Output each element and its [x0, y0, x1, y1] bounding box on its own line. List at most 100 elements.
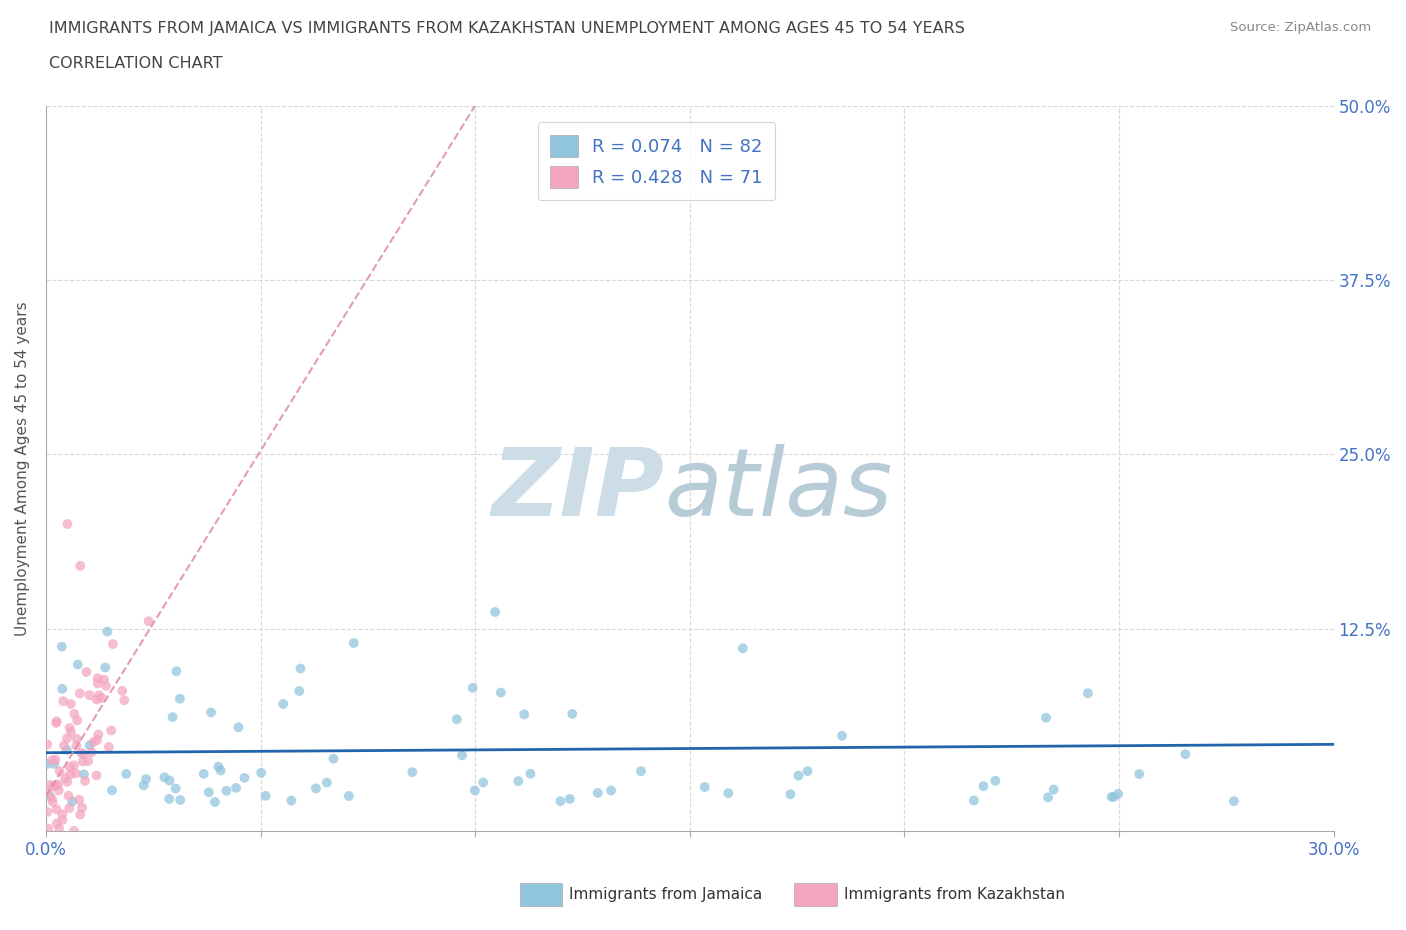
- Point: [86, 671, 108, 685]
- Point: [37, 737, 59, 752]
- Point: [157, 791, 180, 806]
- Point: [1042, 782, 1064, 797]
- Point: [207, 760, 229, 775]
- Text: Immigrants from Kazakhstan: Immigrants from Kazakhstan: [844, 887, 1064, 902]
- Point: [53, 738, 76, 753]
- Point: [65, 766, 87, 781]
- Point: [1223, 793, 1246, 808]
- Point: [58, 789, 80, 804]
- Point: [86, 768, 108, 783]
- Text: Immigrants from Jamaica: Immigrants from Jamaica: [569, 887, 762, 902]
- Point: [96, 624, 118, 639]
- Point: [73, 767, 96, 782]
- Point: [45, 778, 67, 793]
- Point: [46, 777, 69, 792]
- Point: [132, 777, 155, 792]
- Point: [87, 688, 110, 703]
- Point: [1102, 790, 1125, 804]
- Point: [1035, 711, 1057, 725]
- Point: [56, 731, 79, 746]
- Point: [37, 785, 59, 800]
- Point: [100, 724, 122, 738]
- Point: [796, 764, 818, 778]
- Point: [508, 774, 530, 789]
- Point: [94, 679, 117, 694]
- Point: [63, 823, 86, 838]
- Point: [513, 707, 536, 722]
- Point: [831, 728, 853, 743]
- Point: [169, 691, 191, 706]
- Text: ZIP: ZIP: [491, 444, 664, 536]
- Point: [215, 783, 238, 798]
- Y-axis label: Unemployment Among Ages 45 to 54 years: Unemployment Among Ages 45 to 54 years: [15, 301, 30, 635]
- Point: [52, 694, 75, 709]
- Point: [630, 764, 652, 778]
- Point: [200, 705, 222, 720]
- Point: [112, 693, 135, 708]
- Point: [59, 767, 82, 782]
- Point: [48, 764, 70, 778]
- Point: [519, 766, 541, 781]
- Point: [972, 778, 994, 793]
- Point: [87, 676, 110, 691]
- Point: [472, 775, 495, 790]
- Point: [38, 788, 60, 803]
- Point: [55, 742, 77, 757]
- Point: [72, 754, 94, 769]
- Point: [337, 789, 360, 804]
- Point: [69, 558, 91, 573]
- Point: [87, 727, 110, 742]
- Point: [86, 733, 108, 748]
- Point: [69, 807, 91, 822]
- Point: [484, 604, 506, 619]
- Point: [446, 711, 468, 726]
- Point: [51, 806, 73, 821]
- Point: [39, 777, 62, 792]
- Point: [169, 792, 191, 807]
- Point: [464, 783, 486, 798]
- Point: [600, 783, 623, 798]
- Point: [59, 760, 82, 775]
- Point: [787, 768, 810, 783]
- Point: [44, 756, 66, 771]
- Point: [101, 637, 124, 652]
- Point: [51, 639, 73, 654]
- Point: [69, 686, 91, 701]
- Point: [1101, 790, 1123, 804]
- Point: [80, 745, 103, 760]
- Point: [63, 758, 86, 773]
- Point: [731, 641, 754, 656]
- Point: [693, 779, 716, 794]
- Point: [204, 794, 226, 809]
- Point: [193, 766, 215, 781]
- Point: [315, 776, 337, 790]
- Point: [558, 791, 581, 806]
- Point: [305, 781, 328, 796]
- Text: CORRELATION CHART: CORRELATION CHART: [49, 56, 222, 71]
- Point: [153, 770, 176, 785]
- Point: [288, 684, 311, 698]
- Point: [280, 793, 302, 808]
- Point: [1077, 685, 1099, 700]
- Point: [101, 783, 124, 798]
- Point: [250, 765, 273, 780]
- Point: [79, 737, 101, 752]
- Point: [59, 697, 82, 711]
- Point: [79, 687, 101, 702]
- Point: [135, 772, 157, 787]
- Point: [72, 747, 94, 762]
- Point: [56, 775, 79, 790]
- Point: [254, 789, 277, 804]
- Point: [60, 794, 83, 809]
- Point: [94, 660, 117, 675]
- Point: [73, 774, 96, 789]
- Point: [42, 779, 65, 794]
- Point: [489, 685, 512, 700]
- Point: [984, 774, 1007, 789]
- Point: [550, 793, 572, 808]
- Point: [271, 697, 294, 711]
- Point: [93, 672, 115, 687]
- Point: [159, 773, 181, 788]
- Point: [45, 715, 67, 730]
- Point: [51, 813, 73, 828]
